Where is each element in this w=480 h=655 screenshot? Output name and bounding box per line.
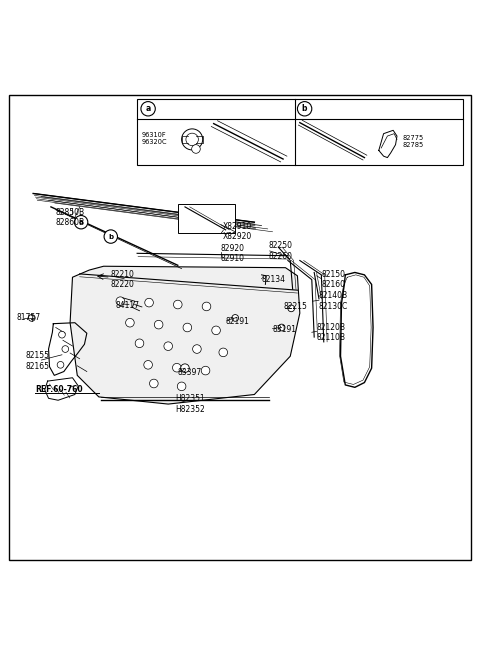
Circle shape [141, 102, 156, 116]
Text: 82155
82165: 82155 82165 [25, 351, 49, 371]
Text: H82351
H82352: H82351 H82352 [175, 394, 205, 414]
Circle shape [201, 366, 210, 375]
Polygon shape [70, 266, 300, 404]
Circle shape [155, 320, 163, 329]
Circle shape [104, 230, 118, 243]
Text: 82775
82785: 82775 82785 [403, 136, 424, 148]
Circle shape [192, 145, 200, 153]
Circle shape [180, 364, 189, 373]
Bar [137, 99, 463, 165]
Circle shape [173, 300, 182, 309]
Text: 82250
82260: 82250 82260 [269, 241, 293, 261]
Text: a: a [79, 219, 84, 225]
Circle shape [126, 318, 134, 327]
Text: a: a [145, 104, 151, 113]
Circle shape [181, 129, 203, 150]
Circle shape [116, 297, 125, 305]
Circle shape [212, 326, 220, 335]
Circle shape [59, 331, 65, 338]
Circle shape [28, 314, 35, 322]
Circle shape [219, 348, 228, 357]
Text: 81757: 81757 [16, 314, 40, 322]
Circle shape [177, 382, 186, 390]
Text: 82850B
82860B: 82850B 82860B [56, 208, 85, 227]
Circle shape [164, 342, 172, 350]
Circle shape [74, 215, 88, 229]
Text: 83191: 83191 [273, 325, 297, 334]
Circle shape [278, 324, 285, 331]
Text: X82910
X82920: X82910 X82920 [223, 222, 252, 242]
Circle shape [145, 298, 154, 307]
Circle shape [135, 339, 144, 348]
Text: 82140B
82130C: 82140B 82130C [319, 291, 348, 311]
Circle shape [186, 133, 198, 145]
Text: 82134: 82134 [262, 275, 286, 284]
Text: 82210
82220: 82210 82220 [111, 270, 135, 290]
Text: 83397: 83397 [178, 369, 202, 377]
Circle shape [192, 345, 201, 353]
Text: b: b [302, 104, 307, 113]
Circle shape [144, 360, 153, 369]
Text: 82920
82910: 82920 82910 [221, 244, 245, 263]
Circle shape [232, 314, 239, 322]
Circle shape [288, 305, 295, 312]
Text: 82215: 82215 [283, 303, 307, 311]
Text: 96310F
96320C: 96310F 96320C [142, 132, 168, 145]
Text: 82150
82160: 82150 82160 [322, 270, 346, 290]
Circle shape [150, 379, 158, 388]
Text: 84117: 84117 [116, 301, 140, 310]
Text: b: b [108, 234, 113, 240]
Bar [178, 204, 235, 233]
Circle shape [172, 364, 181, 372]
Circle shape [57, 362, 64, 368]
Circle shape [183, 323, 192, 332]
Circle shape [62, 346, 69, 352]
Text: 82191: 82191 [226, 317, 250, 326]
Text: 82120B
82110B: 82120B 82110B [317, 322, 346, 342]
Circle shape [202, 302, 211, 310]
Circle shape [298, 102, 312, 116]
Text: REF.60-760: REF.60-760 [35, 385, 83, 394]
